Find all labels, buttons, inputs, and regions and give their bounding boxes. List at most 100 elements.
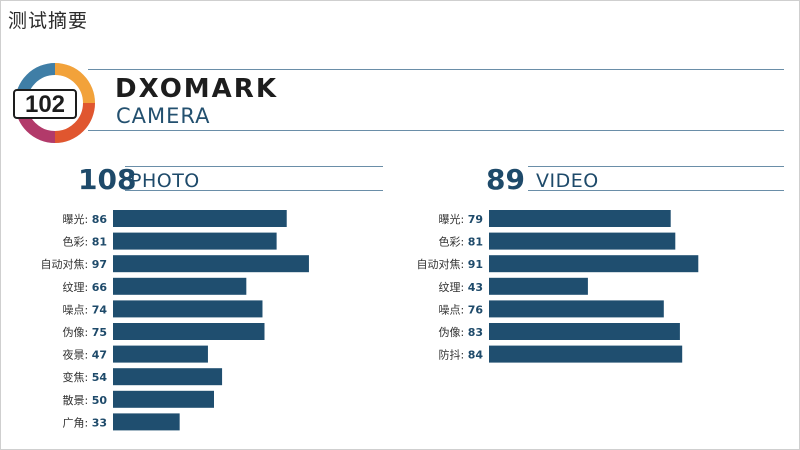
header-rule-top	[88, 69, 784, 70]
page-title: 测试摘要	[8, 10, 89, 32]
video-rule-bottom	[528, 190, 784, 191]
category-label: 自动对焦	[40, 257, 84, 271]
label-separator: :	[460, 349, 467, 362]
value-label: 50	[92, 394, 108, 407]
value-label: 76	[468, 303, 484, 316]
category-value-label: 广角: 33	[62, 416, 107, 429]
brand-category: CAMERA	[116, 104, 211, 128]
label-separator: :	[460, 303, 467, 316]
label-separator: :	[84, 349, 91, 362]
value-label: 86	[92, 213, 108, 226]
label-separator: :	[84, 394, 91, 407]
label-separator: :	[84, 303, 91, 316]
bar-photo-4	[113, 300, 263, 318]
category-value-label: 自动对焦: 97	[40, 257, 107, 271]
value-label: 74	[92, 303, 108, 316]
category-label: 变焦	[62, 370, 84, 384]
bar-video-4	[489, 300, 664, 318]
category-label: 散景	[62, 393, 84, 407]
label-separator: :	[84, 416, 91, 429]
label-separator: :	[84, 258, 91, 271]
category-label: 噪点	[438, 303, 460, 316]
category-value-label: 曝光: 79	[438, 212, 483, 226]
value-label: 54	[92, 371, 108, 384]
bar-photo-0	[113, 210, 287, 227]
bar-photo-2	[113, 255, 309, 273]
photo-rule-bottom	[125, 190, 383, 191]
category-value-label: 自动对焦: 91	[416, 257, 483, 271]
badge-ring-red	[54, 102, 95, 143]
category-label: 曝光	[438, 212, 460, 226]
bar-video-3	[489, 277, 588, 295]
category-value-label: 散景: 50	[62, 393, 107, 407]
badge-score-box	[13, 89, 77, 119]
video-label: VIDEO	[536, 170, 599, 192]
category-label: 色彩	[62, 235, 84, 249]
badge-score: 102	[25, 91, 65, 118]
value-label: 43	[468, 281, 483, 294]
category-value-label: 曝光: 86	[62, 212, 107, 226]
value-label: 81	[92, 236, 107, 249]
bar-photo-8	[113, 390, 214, 408]
bar-photo-3	[113, 277, 247, 295]
category-label: 色彩	[438, 235, 460, 249]
label-separator: :	[84, 213, 91, 226]
category-value-label: 色彩: 81	[62, 235, 107, 249]
category-label: 广角	[62, 416, 84, 429]
bar-video-2	[489, 255, 699, 273]
value-label: 75	[92, 326, 107, 339]
value-label: 81	[468, 236, 483, 249]
label-separator: :	[460, 326, 467, 339]
label-separator: :	[460, 236, 467, 249]
category-label: 夜景	[62, 348, 84, 362]
bar-video-1	[489, 232, 676, 250]
value-label: 66	[92, 281, 108, 294]
bar-video-0	[489, 210, 671, 227]
value-label: 97	[92, 258, 107, 271]
label-separator: :	[84, 371, 91, 384]
bar-photo-7	[113, 368, 223, 386]
category-label: 曝光	[62, 212, 84, 226]
photo-label: PHOTO	[130, 170, 200, 192]
value-label: 79	[468, 213, 483, 226]
video-score: 89	[486, 163, 525, 196]
category-value-label: 伪像: 75	[62, 326, 107, 339]
value-label: 91	[468, 258, 483, 271]
category-value-label: 防抖: 84	[438, 348, 483, 362]
category-value-label: 噪点: 76	[438, 303, 483, 316]
value-label: 47	[92, 349, 107, 362]
category-value-label: 色彩: 81	[438, 235, 483, 249]
label-separator: :	[84, 281, 91, 294]
label-separator: :	[84, 236, 91, 249]
label-separator: :	[460, 258, 467, 271]
category-value-label: 纹理: 66	[62, 280, 107, 294]
brand-name: DXOMARK	[115, 74, 278, 104]
category-label: 纹理	[62, 280, 84, 294]
category-label: 噪点	[62, 303, 84, 316]
value-label: 83	[468, 326, 483, 339]
category-value-label: 变焦: 54	[62, 370, 107, 384]
bar-photo-5	[113, 323, 265, 340]
bar-video-6	[489, 345, 683, 363]
category-value-label: 伪像: 83	[438, 326, 483, 339]
category-label: 自动对焦	[416, 257, 460, 271]
category-label: 防抖	[438, 348, 460, 362]
category-value-label: 纹理: 43	[438, 280, 483, 294]
video-rule-top	[528, 166, 784, 167]
bar-photo-1	[113, 232, 277, 250]
badge-ring-orange	[54, 63, 95, 104]
category-label: 伪像	[62, 326, 84, 339]
category-label: 纹理	[438, 280, 460, 294]
photo-rule-top	[125, 166, 383, 167]
category-value-label: 夜景: 47	[62, 348, 107, 362]
header-rule-bottom	[88, 130, 784, 131]
value-label: 33	[92, 416, 107, 429]
bar-video-5	[489, 323, 680, 340]
label-separator: :	[84, 326, 91, 339]
dxomark-score-badge: 102	[13, 63, 95, 143]
bar-photo-6	[113, 345, 208, 363]
value-label: 84	[468, 349, 484, 362]
category-value-label: 噪点: 74	[62, 303, 107, 316]
